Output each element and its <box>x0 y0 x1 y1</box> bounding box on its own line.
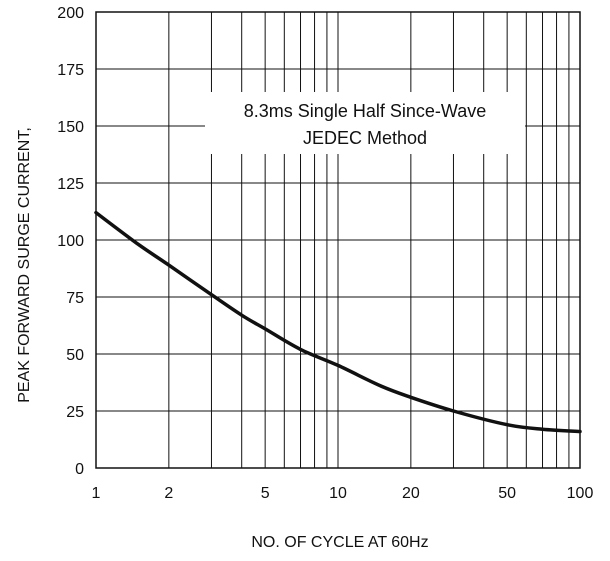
plot-frame <box>95 11 581 469</box>
y-tick-label: 50 <box>66 347 84 364</box>
x-axis-title: NO. OF CYCLE AT 60Hz <box>251 534 428 551</box>
y-tick-label: 200 <box>57 5 84 22</box>
surge-current-curve <box>94 210 582 434</box>
annotation-background <box>205 92 525 154</box>
grid-layer <box>96 12 580 468</box>
y-tick-label: 25 <box>66 404 84 421</box>
y-tick-label: 75 <box>66 290 84 307</box>
x-tick-label: 10 <box>329 485 347 502</box>
x-tick-label: 100 <box>567 485 594 502</box>
annotation-layer: 8.3ms Single Half Since-Wave JEDEC Metho… <box>205 92 525 154</box>
x-tick-label: 1 <box>92 485 101 502</box>
y-tick-label: 150 <box>57 119 84 136</box>
x-tick-label: 5 <box>261 485 270 502</box>
x-tick-label: 20 <box>402 485 420 502</box>
y-axis-title: PEAK FORWARD SURGE CURRENT, <box>16 127 33 403</box>
annotation-line-1: 8.3ms Single Half Since-Wave <box>244 101 486 121</box>
annotation-line-2: JEDEC Method <box>303 128 427 148</box>
x-tick-label: 50 <box>498 485 516 502</box>
x-tick-labels: 1 2 5 10 20 50 100 <box>92 485 594 502</box>
y-tick-label: 125 <box>57 176 84 193</box>
series-layer <box>94 210 582 434</box>
y-tick-label: 100 <box>57 233 84 250</box>
y-tick-labels: 0 25 50 75 100 125 150 175 200 <box>57 5 84 478</box>
x-tick-label: 2 <box>164 485 173 502</box>
y-tick-label: 175 <box>57 62 84 79</box>
y-tick-label: 0 <box>75 461 84 478</box>
